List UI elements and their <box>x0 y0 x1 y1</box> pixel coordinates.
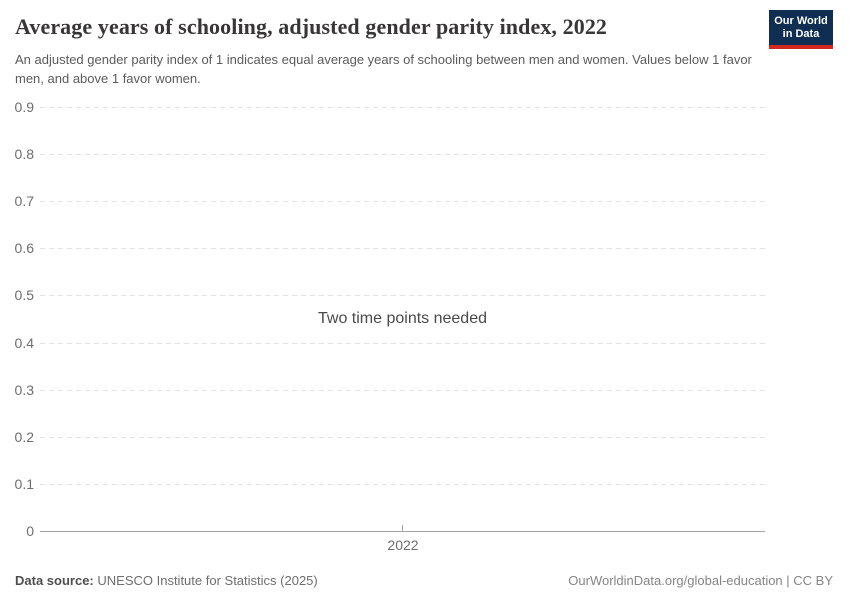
data-source-text[interactable]: UNESCO Institute for Statistics (2025) <box>97 573 318 588</box>
y-tick-label: 0.1 <box>14 475 34 492</box>
empty-state-message: Two time points needed <box>318 310 487 327</box>
grid-line <box>40 107 765 108</box>
y-tick-label: 0.2 <box>14 428 34 445</box>
grid-line <box>40 483 765 485</box>
y-tick-label: 0.5 <box>14 287 34 304</box>
y-tick-label: 0.8 <box>14 146 34 163</box>
chart-title: Average years of schooling, adjusted gen… <box>15 14 608 39</box>
data-source-note: Data source: UNESCO Institute for Statis… <box>15 573 318 588</box>
credit-link[interactable]: OurWorldinData.org/global-education | CC… <box>568 573 833 588</box>
owid-logo-line2: in Data <box>782 28 820 40</box>
x-axis-line <box>40 531 765 532</box>
y-tick-label: 0.9 <box>14 99 34 115</box>
grid-line <box>40 201 765 203</box>
grid-line <box>40 389 765 391</box>
grid-line <box>40 295 765 297</box>
y-tick-label: 0.7 <box>14 193 34 210</box>
y-tick-label: 0 <box>26 523 34 539</box>
x-tick-label: 2022 <box>387 537 419 553</box>
grid-line <box>40 248 765 250</box>
y-tick-label: 0.6 <box>14 240 34 257</box>
owid-logo-line1: Our World <box>774 15 828 27</box>
grid-line <box>40 342 765 344</box>
y-tick-label: 0.4 <box>14 334 34 351</box>
owid-logo[interactable]: Our World in Data <box>769 10 833 49</box>
grid-line <box>40 154 765 156</box>
chart-footer: Data source: UNESCO Institute for Statis… <box>15 573 833 588</box>
x-axis-tick-mark <box>402 525 403 531</box>
chart-subtitle: An adjusted gender parity index of 1 ind… <box>15 52 752 86</box>
grid-line <box>40 436 765 438</box>
data-source-label: Data source: <box>15 573 94 588</box>
y-tick-label: 0.3 <box>14 381 34 398</box>
